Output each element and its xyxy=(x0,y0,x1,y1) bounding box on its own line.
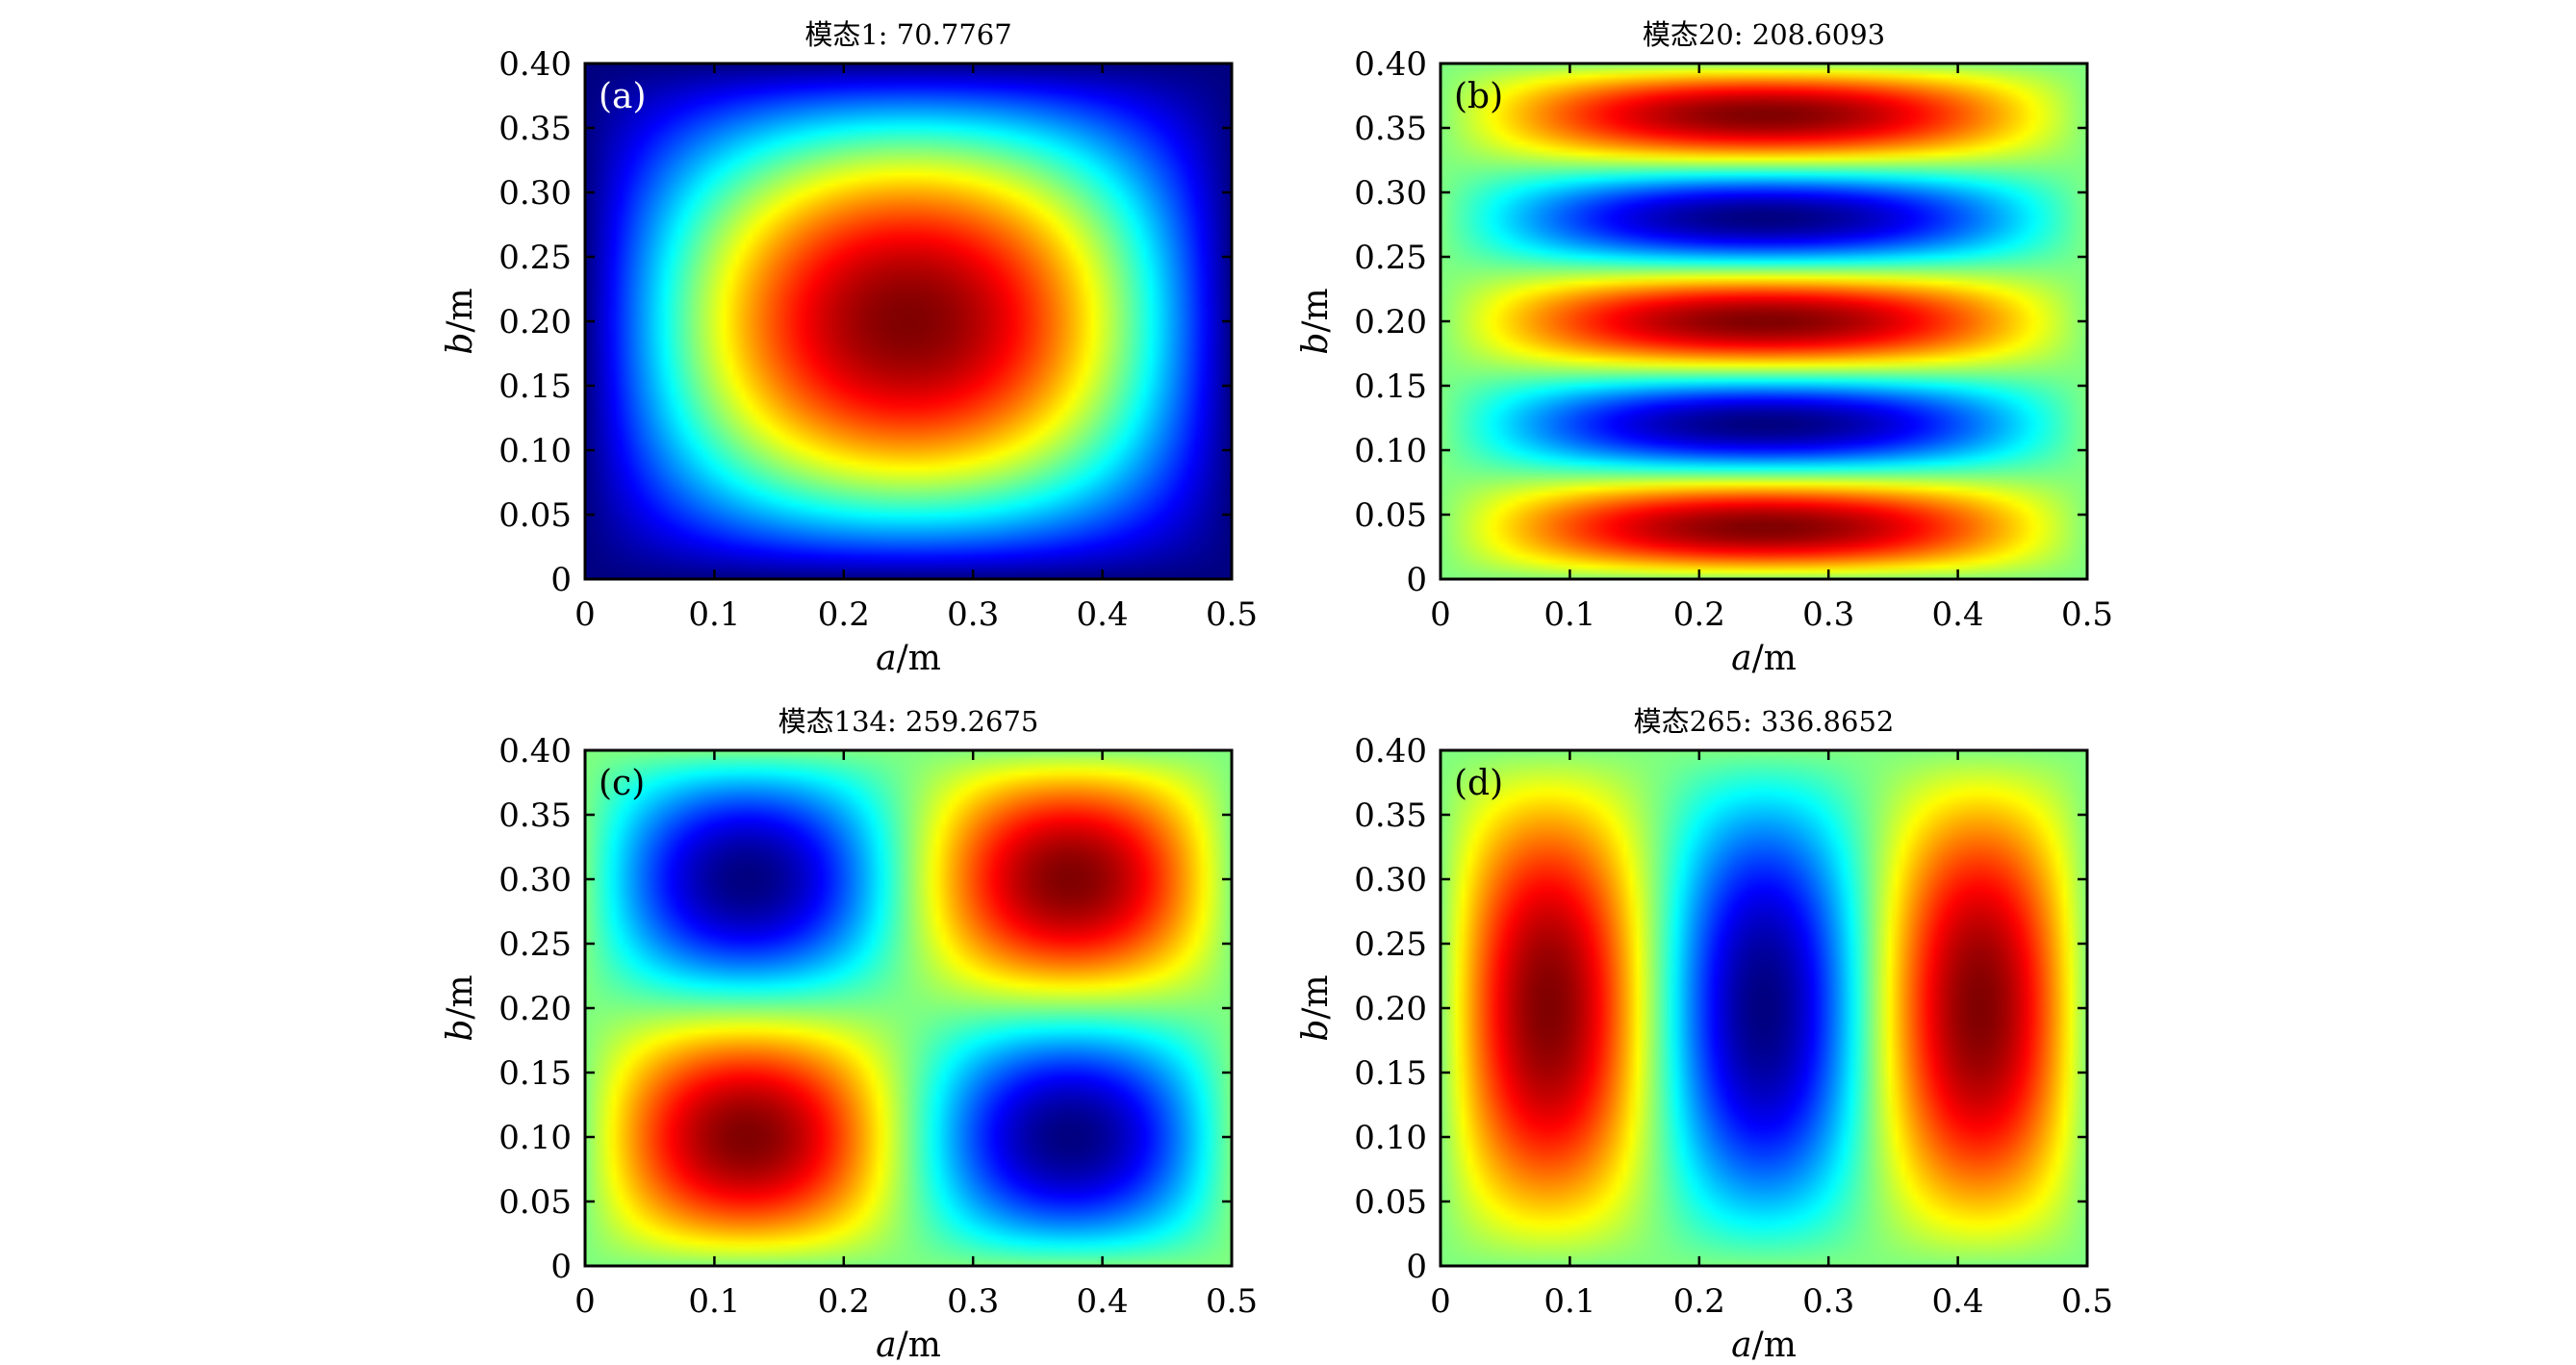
x-tick-label: 0.1 xyxy=(688,1282,740,1321)
y-tick-label: 0.15 xyxy=(1354,1054,1427,1093)
y-tick-label: 0.05 xyxy=(498,496,572,535)
y-tick-label: 0.35 xyxy=(1354,110,1427,148)
y-tick-label: 0.20 xyxy=(498,303,572,341)
y-tick-label: 0.40 xyxy=(1354,45,1427,84)
x-tick-label: 0.4 xyxy=(1932,595,1984,634)
panel-title: 模态134: 259.2675 xyxy=(778,705,1039,738)
y-tick-label: 0.25 xyxy=(498,925,572,964)
y-tick-label: 0.30 xyxy=(1354,861,1427,899)
x-tick-label: 0.5 xyxy=(2061,595,2113,634)
y-tick-label: 0.30 xyxy=(498,861,572,899)
y-tick-label: 0.40 xyxy=(1354,732,1427,771)
panel-title: 模态1: 70.7767 xyxy=(804,18,1011,51)
x-tick-label: 0.5 xyxy=(1206,595,1258,634)
y-tick-label: 0.10 xyxy=(1354,1119,1427,1157)
y-tick-label: 0.30 xyxy=(1354,174,1427,213)
y-tick-label: 0 xyxy=(550,1248,572,1286)
y-tick-label: 0.05 xyxy=(1354,496,1427,535)
y-tick-label: 0.40 xyxy=(498,732,572,771)
x-tick-label: 0.5 xyxy=(1206,1282,1258,1321)
y-axis-label: b/m xyxy=(1296,974,1336,1041)
y-tick-label: 0.30 xyxy=(498,174,572,213)
y-tick-label: 0 xyxy=(550,561,572,599)
x-tick-label: 0 xyxy=(1430,595,1451,634)
y-tick-label: 0 xyxy=(1406,561,1427,599)
x-tick-label: 0.3 xyxy=(1802,595,1854,634)
x-tick-label: 0.2 xyxy=(818,595,870,634)
y-tick-label: 0.10 xyxy=(498,1119,572,1157)
heatmap-image xyxy=(585,63,1232,579)
panel-letter: (a) xyxy=(599,77,647,116)
x-tick-label: 0.1 xyxy=(1543,595,1595,634)
panel-a: 0 0.1 0.2 0.3 0.4 0.5 0 0.05 0.10 0.15 0.20 0.25 0.3… xyxy=(441,18,1258,678)
x-tick-label: 0 xyxy=(1430,1282,1451,1321)
y-tick-label: 0.20 xyxy=(498,990,572,1028)
y-tick-label: 0.05 xyxy=(1354,1183,1427,1222)
x-tick-label: 0.1 xyxy=(1543,1282,1595,1321)
x-axis-label: a/m xyxy=(1731,639,1797,678)
y-tick-label: 0.15 xyxy=(498,1054,572,1093)
y-tick-label: 0.40 xyxy=(498,45,572,84)
panel-d: 0 0.1 0.2 0.3 0.4 0.5 0 0.05 0.10 0.15 0.20 0.25 0.3… xyxy=(1296,705,2113,1365)
y-tick-label: 0.15 xyxy=(1354,367,1427,406)
y-tick-label: 0 xyxy=(1406,1248,1427,1286)
x-tick-label: 0.4 xyxy=(1077,595,1129,634)
x-axis-label: a/m xyxy=(876,1326,941,1365)
heatmap-image xyxy=(1441,750,2087,1266)
panel-c: 0 0.1 0.2 0.3 0.4 0.5 0 0.05 0.10 0.15 0.20 0.25 0.3… xyxy=(441,705,1258,1365)
x-tick-label: 0.1 xyxy=(688,595,740,634)
x-tick-label: 0.4 xyxy=(1932,1282,1984,1321)
y-tick-label: 0.10 xyxy=(1354,432,1427,470)
x-tick-label: 0.5 xyxy=(2061,1282,2113,1321)
panel-letter: (b) xyxy=(1454,77,1503,116)
y-tick-label: 0.05 xyxy=(498,1183,572,1222)
y-tick-label: 0.35 xyxy=(498,796,572,835)
y-tick-label: 0.25 xyxy=(1354,239,1427,277)
x-tick-label: 0.3 xyxy=(947,595,999,634)
y-tick-label: 0.20 xyxy=(1354,303,1427,341)
y-tick-label: 0.35 xyxy=(1354,796,1427,835)
x-tick-label: 0.3 xyxy=(947,1282,999,1321)
panel-title: 模态20: 208.6093 xyxy=(1643,18,1885,51)
x-tick-label: 0.3 xyxy=(1802,1282,1854,1321)
y-axis-label: b/m xyxy=(441,974,480,1041)
x-tick-label: 0.2 xyxy=(1673,1282,1725,1321)
panel-letter: (d) xyxy=(1454,764,1503,803)
panel-letter: (c) xyxy=(599,764,645,803)
x-tick-label: 0 xyxy=(574,1282,596,1321)
y-tick-label: 0.35 xyxy=(498,110,572,148)
y-tick-label: 0.10 xyxy=(498,432,572,470)
heatmap-image xyxy=(1441,63,2087,579)
x-tick-label: 0.4 xyxy=(1077,1282,1129,1321)
y-axis-label: b/m xyxy=(1296,288,1336,354)
x-tick-label: 0.2 xyxy=(1673,595,1725,634)
x-axis-label: a/m xyxy=(1731,1326,1797,1365)
x-axis-label: a/m xyxy=(876,639,941,678)
heatmap-image xyxy=(585,750,1232,1266)
y-tick-label: 0.25 xyxy=(498,239,572,277)
y-axis-label: b/m xyxy=(441,288,480,354)
panel-title: 模态265: 336.8652 xyxy=(1634,705,1895,738)
x-tick-label: 0 xyxy=(574,595,596,634)
x-tick-label: 0.2 xyxy=(818,1282,870,1321)
y-tick-label: 0.25 xyxy=(1354,925,1427,964)
y-tick-label: 0.15 xyxy=(498,367,572,406)
panel-b: 0 0.1 0.2 0.3 0.4 0.5 0 0.05 0.10 0.15 0.20 0.25 0.3… xyxy=(1296,18,2113,678)
y-tick-label: 0.20 xyxy=(1354,990,1427,1028)
